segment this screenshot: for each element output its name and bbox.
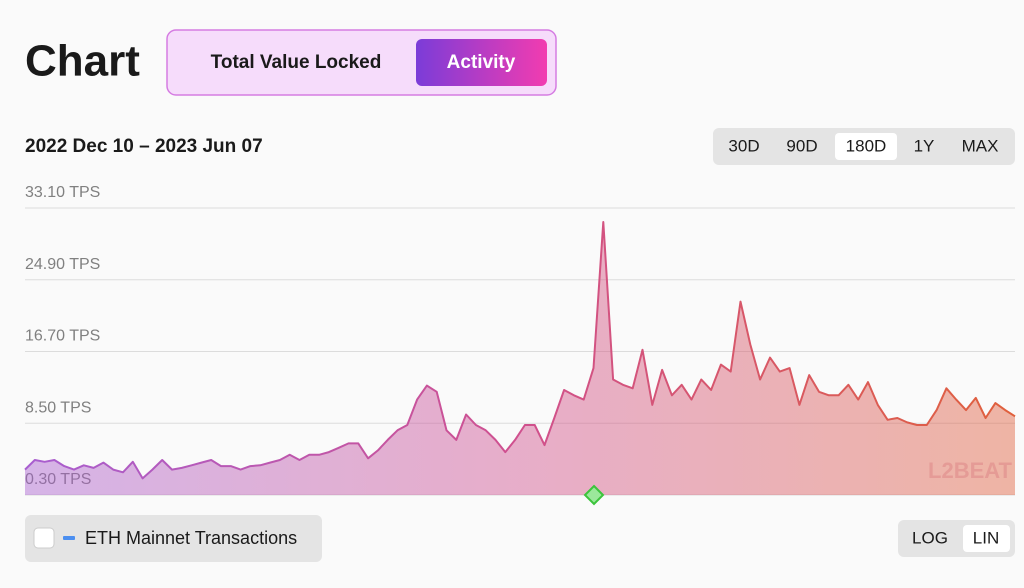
legend-swatch [63, 536, 75, 540]
active-range[interactable] [835, 133, 897, 160]
watermark: L2BEAT [928, 458, 1012, 483]
legend-label[interactable]: ETH Mainnet Transactions [85, 528, 297, 548]
y-tick-label: 33.10 TPS [25, 184, 100, 201]
date-range: 2022 Dec 10 – 2023 Jun 07 [25, 136, 263, 157]
tab-label[interactable]: Total Value Locked [211, 52, 382, 73]
range-button[interactable]: 90D [786, 136, 817, 155]
y-tick-label: 8.50 TPS [25, 399, 91, 416]
page-title: Chart [25, 37, 140, 86]
range-button[interactable]: 30D [728, 136, 759, 155]
checkbox[interactable] [33, 527, 55, 549]
range-button[interactable]: MAX [962, 136, 999, 155]
scale-button[interactable]: LIN [973, 528, 999, 547]
range-button[interactable]: 180D [846, 136, 887, 155]
range-button[interactable]: 1Y [914, 136, 935, 155]
y-tick-label: 16.70 TPS [25, 328, 100, 345]
active-tab[interactable] [416, 39, 547, 86]
scale-button[interactable]: LOG [912, 528, 948, 547]
active-scale[interactable] [963, 525, 1010, 552]
area-line [24, 221, 1016, 480]
legend-toggle[interactable] [25, 515, 322, 562]
area-fill [25, 222, 1015, 495]
y-tick-label: 24.90 TPS [25, 256, 100, 273]
tab-label[interactable]: Activity [447, 52, 516, 73]
milestone-marker[interactable] [583, 484, 605, 506]
